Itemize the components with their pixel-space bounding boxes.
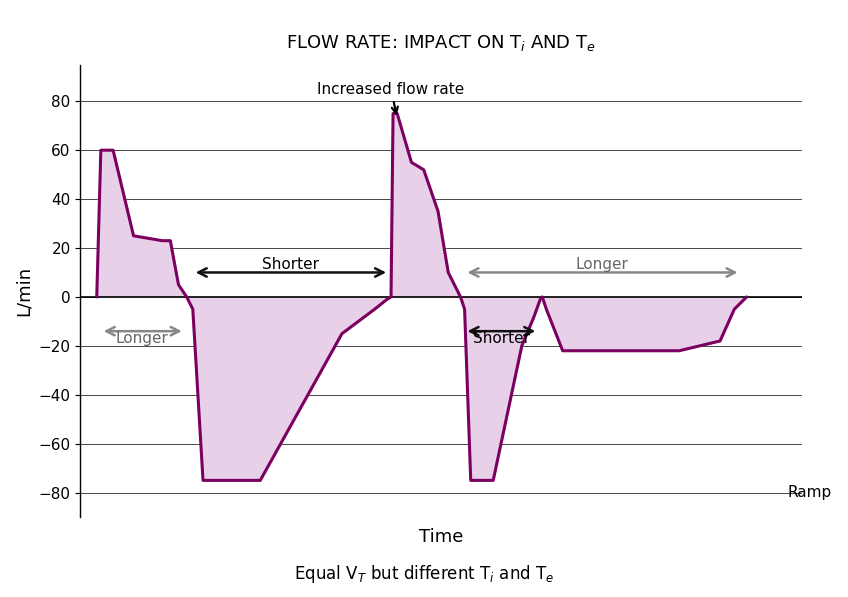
Y-axis label: L/min: L/min — [15, 266, 33, 316]
Title: FLOW RATE: IMPACT ON T$_i$ AND T$_e$: FLOW RATE: IMPACT ON T$_i$ AND T$_e$ — [286, 33, 596, 53]
Text: Shorter: Shorter — [473, 331, 530, 346]
Text: Shorter: Shorter — [262, 257, 320, 272]
Text: Ramp: Ramp — [788, 485, 832, 500]
X-axis label: Time: Time — [419, 528, 463, 546]
Text: Longer: Longer — [575, 257, 628, 272]
Text: Increased flow rate: Increased flow rate — [317, 82, 465, 113]
Text: Equal V$_T$ but different T$_i$ and T$_e$: Equal V$_T$ but different T$_i$ and T$_e… — [293, 563, 555, 585]
Text: Longer: Longer — [115, 331, 168, 346]
